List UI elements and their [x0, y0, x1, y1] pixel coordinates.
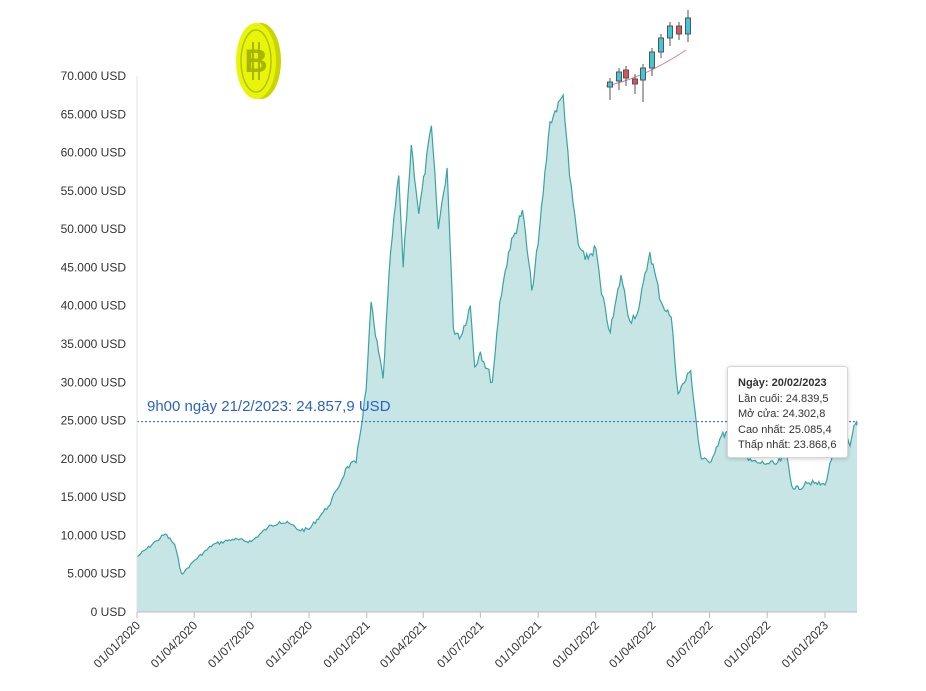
tooltip-high: Cao nhất: 25.085,4 — [738, 423, 832, 436]
y-tick-label: 40.000 USD — [61, 299, 127, 313]
candlestick-decoration-icon — [605, 10, 691, 102]
x-tick-label: 01/10/2021 — [492, 618, 545, 671]
tooltip-date: Ngày: 20/02/2023 — [738, 377, 827, 389]
x-axis: 01/01/2020 01/04/2020 01/07/2020 01/10/2020… — [91, 612, 832, 671]
tooltip-low: Thấp nhất: 23.868,6 — [738, 439, 837, 451]
y-tick-label: 30.000 USD — [61, 375, 127, 389]
x-tick-label: 01/10/2020 — [263, 618, 316, 671]
y-tick-label: 25.000 USD — [61, 414, 127, 428]
data-tooltip: Ngày: 20/02/2023 Lần cuối: 24.839,5 Mở c… — [727, 366, 848, 458]
y-tick-label: 15.000 USD — [61, 490, 127, 504]
y-tick-label: 10.000 USD — [61, 528, 127, 542]
y-tick-label: 70.000 USD — [61, 69, 127, 83]
tooltip-last: Lần cuối: 24.839,5 — [738, 392, 829, 405]
svg-text:B: B — [244, 43, 267, 79]
y-tick-label: 35.000 USD — [61, 337, 127, 351]
y-tick-label: 50.000 USD — [61, 222, 127, 236]
x-tick-label: 01/01/2020 — [91, 618, 144, 671]
y-axis: 0 USD 5.000 USD 10.000 USD 15.000 USD 20.000… — [61, 69, 127, 619]
bitcoin-coin-icon: B — [236, 23, 281, 99]
reference-price-label: 9h00 ngày 21/2/2023: 24.857,9 USD — [147, 398, 391, 415]
x-tick-label: 01/01/2022 — [550, 618, 603, 671]
x-tick-label: 01/07/2020 — [205, 618, 258, 671]
x-tick-label: 01/07/2021 — [434, 618, 487, 671]
x-tick-label: 01/01/2021 — [320, 618, 373, 671]
y-tick-label: 0 USD — [91, 605, 127, 619]
y-tick-label: 60.000 USD — [61, 146, 127, 160]
y-tick-label: 65.000 USD — [61, 107, 127, 121]
x-tick-label: 01/10/2022 — [721, 618, 774, 671]
y-tick-label: 55.000 USD — [61, 184, 127, 198]
y-tick-label: 5.000 USD — [67, 567, 126, 581]
tooltip-open: Mở cửa: 24.302,8 — [738, 408, 826, 420]
x-tick-label: 01/01/2023 — [779, 618, 832, 671]
x-tick-label: 01/07/2022 — [663, 618, 716, 671]
x-tick-label: 01/04/2022 — [606, 618, 659, 671]
x-tick-label: 01/04/2021 — [377, 618, 430, 671]
y-tick-label: 20.000 USD — [61, 452, 127, 466]
price-area-fill — [137, 95, 857, 613]
y-tick-label: 45.000 USD — [61, 260, 127, 274]
x-tick-label: 01/04/2020 — [148, 618, 201, 671]
